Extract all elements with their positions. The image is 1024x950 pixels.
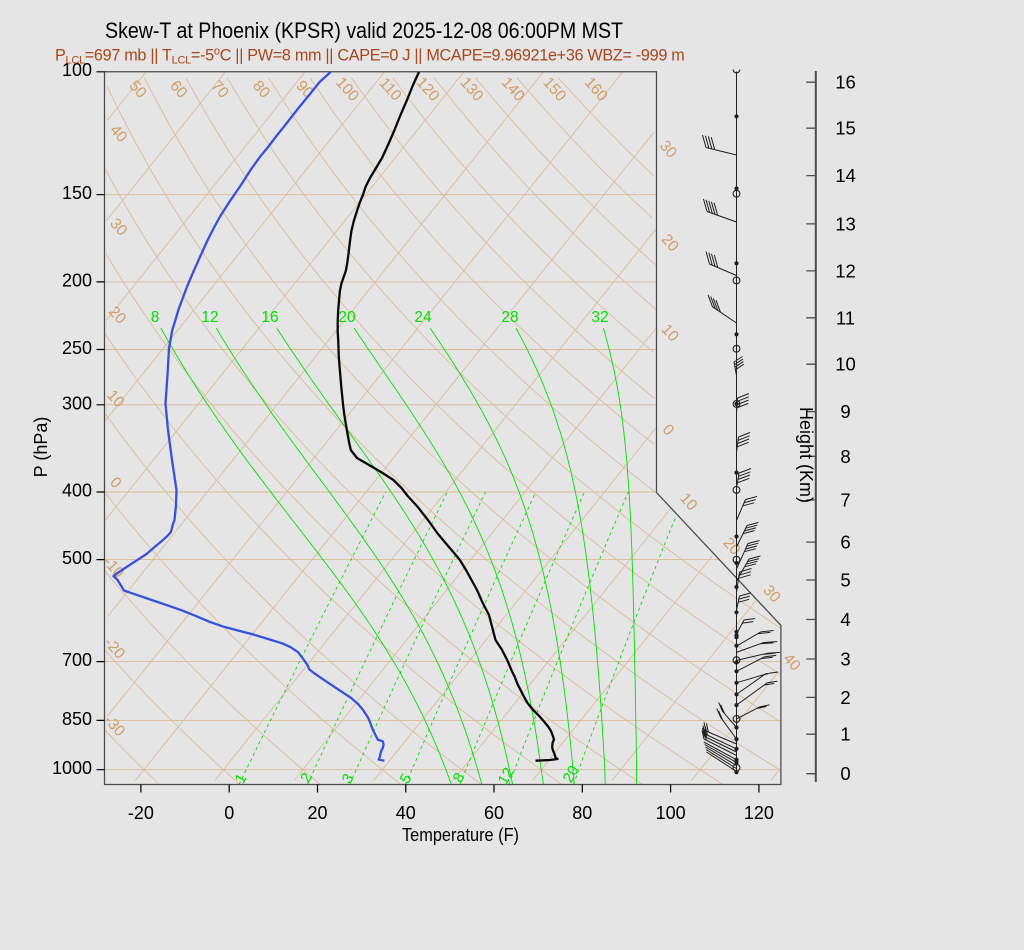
svg-text:16: 16: [835, 72, 856, 93]
svg-text:300: 300: [62, 393, 92, 413]
svg-text:Height (Km): Height (Km): [796, 407, 816, 503]
svg-text:0: 0: [840, 763, 850, 784]
svg-text:Temperature (F): Temperature (F): [402, 825, 519, 845]
svg-text:10: 10: [835, 354, 856, 375]
svg-text:3: 3: [840, 649, 850, 670]
svg-text:14: 14: [835, 165, 856, 186]
svg-text:20: 20: [338, 309, 356, 326]
svg-text:20: 20: [560, 763, 583, 786]
svg-text:1: 1: [840, 724, 850, 745]
svg-text:400: 400: [62, 481, 92, 501]
svg-text:500: 500: [62, 548, 92, 568]
svg-text:4: 4: [840, 609, 850, 630]
svg-text:16: 16: [261, 309, 278, 326]
svg-text:PLCL=697 mb || TLCL=-5oC || PW: PLCL=697 mb || TLCL=-5oC || PW=8 mm || C…: [55, 46, 684, 67]
svg-text:850: 850: [62, 709, 92, 729]
svg-text:40: 40: [396, 803, 416, 823]
svg-text:28: 28: [501, 309, 518, 326]
svg-text:9: 9: [840, 401, 850, 422]
svg-text:24: 24: [414, 309, 432, 326]
svg-text:12: 12: [495, 765, 518, 788]
svg-text:32: 32: [591, 309, 608, 326]
svg-text:100: 100: [62, 60, 92, 80]
svg-text:5: 5: [840, 570, 850, 591]
svg-text:12: 12: [201, 309, 218, 326]
svg-text:Skew-T at Phoenix (KPSR) valid: Skew-T at Phoenix (KPSR) valid 2025-12-0…: [105, 18, 623, 43]
svg-text:0: 0: [224, 803, 234, 823]
svg-text:20: 20: [307, 803, 327, 823]
svg-text:-20: -20: [128, 803, 154, 823]
svg-text:6: 6: [840, 532, 850, 553]
svg-text:13: 13: [835, 213, 856, 234]
svg-text:120: 120: [744, 803, 774, 823]
svg-text:250: 250: [62, 338, 92, 358]
svg-text:100: 100: [656, 803, 686, 823]
svg-text:700: 700: [62, 650, 92, 670]
svg-text:2: 2: [840, 687, 850, 708]
svg-text:12: 12: [835, 260, 856, 281]
svg-text:80: 80: [572, 803, 592, 823]
svg-text:7: 7: [840, 490, 850, 511]
svg-text:11: 11: [836, 307, 855, 328]
svg-text:150: 150: [62, 183, 92, 203]
svg-text:P (hPa): P (hPa): [31, 417, 51, 478]
svg-text:200: 200: [62, 270, 92, 290]
svg-text:15: 15: [835, 118, 856, 139]
svg-text:60: 60: [484, 803, 504, 823]
svg-text:8: 8: [840, 446, 850, 467]
svg-text:8: 8: [151, 309, 160, 326]
svg-text:1000: 1000: [52, 758, 92, 778]
